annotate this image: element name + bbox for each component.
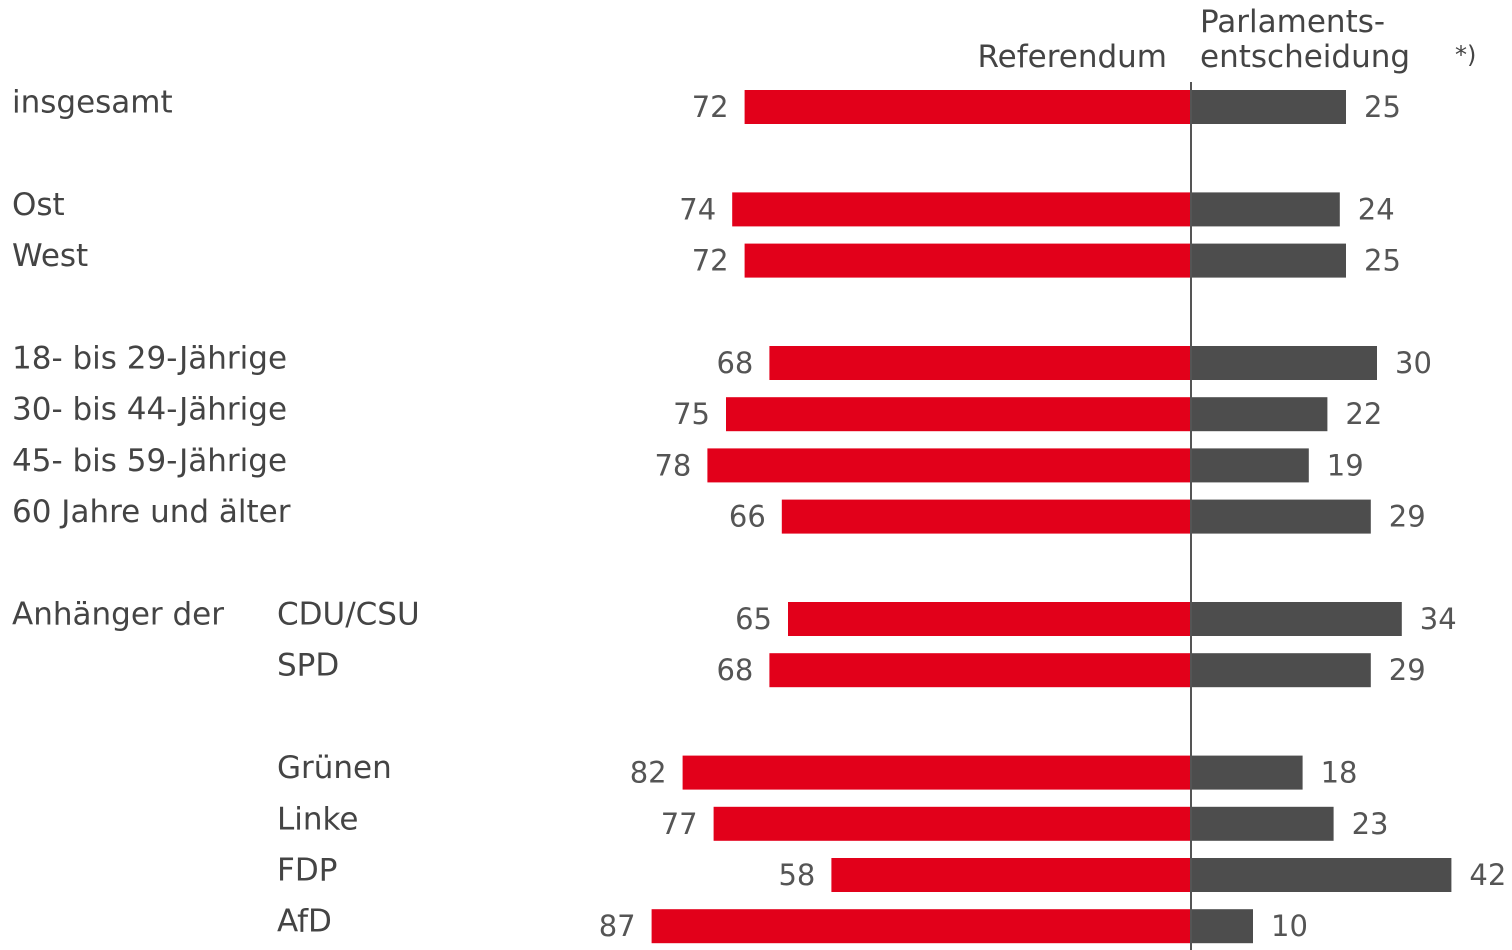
value-label: 42 bbox=[1469, 858, 1506, 892]
bar-referendum bbox=[831, 858, 1191, 892]
bar-referendum bbox=[744, 243, 1191, 278]
bar-referendum bbox=[732, 192, 1191, 227]
value-label: 75 bbox=[673, 397, 710, 431]
category-label: West bbox=[12, 238, 88, 274]
category-label: 60 Jahre und älter bbox=[12, 494, 291, 530]
bar-parlament bbox=[1191, 806, 1334, 841]
value-label: 68 bbox=[716, 346, 753, 380]
bar-referendum bbox=[726, 397, 1191, 432]
value-label: 34 bbox=[1420, 602, 1457, 636]
bar-referendum bbox=[781, 499, 1191, 534]
category-label: Linke bbox=[277, 801, 358, 837]
bar-parlament bbox=[1191, 499, 1371, 534]
value-label: 74 bbox=[679, 192, 716, 226]
value-label: 87 bbox=[599, 909, 636, 943]
category-label: FDP bbox=[277, 853, 337, 889]
bar-parlament bbox=[1191, 653, 1371, 688]
bar-referendum bbox=[682, 755, 1191, 790]
value-label: 82 bbox=[630, 756, 667, 790]
bar-referendum bbox=[769, 653, 1191, 688]
value-label: 23 bbox=[1352, 807, 1389, 841]
value-label: 68 bbox=[716, 653, 753, 687]
category-label: 18- bis 29-Jährige bbox=[12, 341, 287, 377]
category-label: 30- bis 44-Jährige bbox=[12, 392, 287, 428]
value-label: 29 bbox=[1389, 653, 1426, 687]
bar-parlament bbox=[1191, 858, 1452, 892]
value-label: 30 bbox=[1395, 346, 1432, 380]
value-label: 78 bbox=[654, 448, 691, 482]
value-label: 22 bbox=[1345, 397, 1382, 431]
group-label: Anhänger der bbox=[12, 597, 224, 633]
category-label: SPD bbox=[277, 648, 339, 684]
value-label: 25 bbox=[1364, 90, 1401, 124]
bar-parlament bbox=[1191, 243, 1346, 278]
category-label: Ost bbox=[12, 187, 65, 223]
bar-referendum bbox=[651, 909, 1191, 944]
value-label: 19 bbox=[1327, 448, 1364, 482]
bar-referendum bbox=[744, 90, 1191, 124]
legend-referendum: Referendum bbox=[977, 39, 1167, 75]
value-label: 24 bbox=[1358, 192, 1395, 226]
footnote-marker: *) bbox=[1455, 41, 1477, 69]
value-label: 72 bbox=[692, 244, 729, 278]
value-label: 10 bbox=[1271, 909, 1308, 943]
bar-parlament bbox=[1191, 755, 1303, 790]
category-label: 45- bis 59-Jährige bbox=[12, 443, 287, 479]
category-label: CDU/CSU bbox=[277, 597, 420, 633]
category-label: insgesamt bbox=[12, 85, 173, 121]
bar-referendum bbox=[788, 602, 1191, 636]
category-label: AfD bbox=[277, 904, 332, 940]
value-label: 29 bbox=[1389, 500, 1426, 534]
value-label: 58 bbox=[778, 858, 815, 892]
bar-parlament bbox=[1191, 192, 1340, 227]
value-label: 25 bbox=[1364, 244, 1401, 278]
bar-parlament bbox=[1191, 346, 1377, 380]
category-label: Grünen bbox=[277, 750, 392, 786]
bar-parlament bbox=[1191, 602, 1402, 636]
bar-referendum bbox=[769, 346, 1191, 380]
bar-parlament bbox=[1191, 909, 1253, 944]
value-label: 65 bbox=[735, 602, 772, 636]
bar-referendum bbox=[707, 448, 1191, 483]
bar-referendum bbox=[713, 806, 1191, 841]
value-label: 66 bbox=[729, 500, 766, 534]
value-label: 77 bbox=[661, 807, 698, 841]
legend-parlament: Parlaments- entscheidung bbox=[1200, 4, 1411, 75]
value-label: 72 bbox=[692, 90, 729, 124]
bar-parlament bbox=[1191, 448, 1309, 483]
value-label: 18 bbox=[1321, 756, 1358, 790]
bar-parlament bbox=[1191, 90, 1346, 124]
bar-parlament bbox=[1191, 397, 1328, 432]
